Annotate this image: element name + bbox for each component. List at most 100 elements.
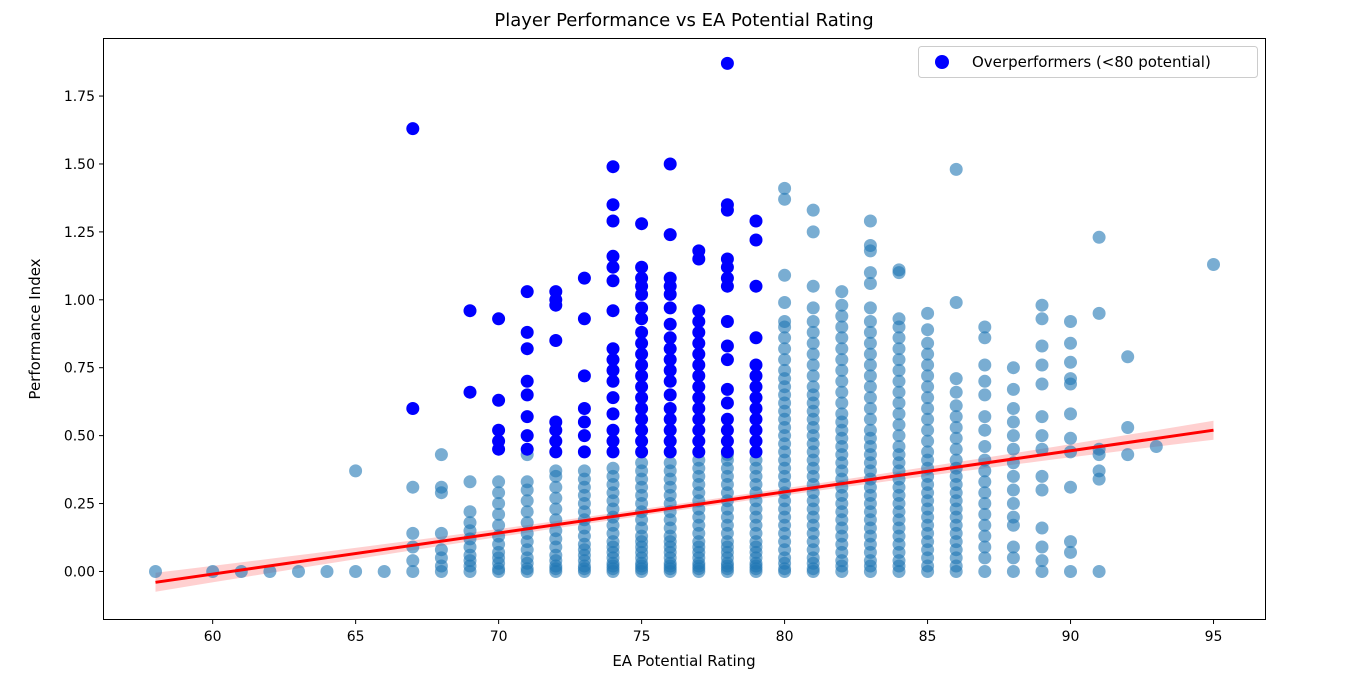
player-point	[978, 529, 992, 543]
overperformer-point	[692, 412, 706, 426]
x-axis-label: EA Potential Rating	[612, 652, 755, 670]
player-point	[1006, 415, 1020, 429]
x-tick-label: 95	[1205, 629, 1223, 645]
overperformer-point	[692, 244, 706, 258]
overperformer-point	[549, 415, 563, 429]
player-point	[949, 431, 963, 445]
player-point	[835, 309, 849, 323]
overperformer-point	[663, 301, 677, 315]
player-point	[806, 279, 820, 293]
player-point	[949, 372, 963, 386]
player-point	[835, 407, 849, 421]
regression-line	[155, 428, 1214, 584]
player-point	[921, 434, 935, 448]
x-tick-label: 85	[919, 629, 937, 645]
overperformer-point	[635, 358, 649, 372]
player-point	[921, 347, 935, 361]
player-point	[806, 325, 820, 339]
player-point	[863, 412, 877, 426]
overperformer-point	[749, 412, 763, 426]
player-point	[978, 475, 992, 489]
overperformer-point	[635, 312, 649, 326]
overperformer-point	[406, 402, 420, 415]
overperformer-point	[749, 331, 763, 345]
player-point	[1092, 230, 1106, 244]
x-tick-label: 90	[1062, 629, 1080, 645]
overperformer-point	[720, 339, 734, 353]
player-point	[921, 391, 935, 405]
overperformer-point	[463, 304, 477, 318]
player-point	[549, 464, 563, 478]
player-point	[978, 358, 992, 372]
player-point	[892, 407, 906, 421]
player-point	[149, 565, 162, 578]
overperformer-point	[635, 271, 649, 285]
player-point	[463, 475, 477, 489]
overperformer-point	[663, 402, 677, 415]
overperformer-point	[692, 325, 706, 339]
player-point	[1035, 312, 1049, 326]
overperformer-point	[635, 325, 649, 339]
player-point	[892, 374, 906, 388]
player-point	[863, 358, 877, 372]
player-point	[434, 526, 448, 540]
overperformer-point	[663, 228, 677, 242]
player-point	[949, 421, 963, 434]
x-tick-label: 65	[347, 629, 365, 645]
legend: Overperformers (<80 potential)	[918, 46, 1258, 78]
overperformer-point	[606, 214, 620, 228]
overperformer-point	[520, 388, 534, 402]
player-point	[1035, 540, 1049, 554]
player-point	[1035, 483, 1049, 497]
player-point	[549, 480, 563, 494]
overperformer-point	[749, 391, 763, 405]
player-point	[949, 385, 963, 399]
player-point	[463, 516, 477, 530]
player-point	[863, 369, 877, 383]
player-point	[978, 497, 992, 510]
x-axis-ticks: 60 65 70 75 80 85 90 95	[204, 619, 1223, 645]
player-point	[835, 298, 849, 312]
overperformer-point	[663, 342, 677, 356]
player-point	[492, 486, 506, 500]
overperformer-point	[692, 347, 706, 361]
overperformer-point	[606, 249, 620, 263]
player-point	[978, 374, 992, 388]
overperformer-point	[606, 363, 620, 377]
player-point	[1092, 306, 1106, 320]
player-point	[863, 239, 877, 252]
player-point	[806, 380, 820, 394]
overperformer-point	[635, 445, 649, 459]
overperformer-point	[663, 388, 677, 402]
player-point	[1035, 358, 1049, 372]
regression-line-layer	[155, 428, 1214, 584]
player-point	[577, 464, 591, 478]
overperformer-point	[577, 402, 591, 415]
player-point	[1035, 554, 1049, 568]
player-point	[892, 312, 906, 326]
overperformer-point	[692, 423, 706, 437]
overperformer-point	[520, 410, 534, 424]
player-point	[892, 353, 906, 367]
y-axis-label: Performance Index	[26, 258, 44, 399]
player-point	[1006, 551, 1020, 565]
player-point	[663, 456, 677, 470]
player-point	[778, 353, 792, 367]
overperformer-point	[663, 353, 677, 367]
player-point	[863, 214, 877, 228]
overperformer-point	[663, 331, 677, 345]
overperformer-point	[720, 445, 734, 459]
player-point	[1035, 298, 1049, 312]
overperformer-point	[635, 347, 649, 361]
overperformer-point	[520, 442, 534, 456]
overperformer-point	[720, 198, 734, 212]
overperformer-point	[692, 445, 706, 459]
player-point	[492, 507, 506, 521]
player-point	[1121, 448, 1135, 462]
player-point	[520, 475, 534, 489]
overperformer-point	[720, 434, 734, 448]
player-point	[949, 410, 963, 424]
player-point	[863, 423, 877, 437]
player-point	[892, 396, 906, 410]
player-point	[806, 369, 820, 383]
